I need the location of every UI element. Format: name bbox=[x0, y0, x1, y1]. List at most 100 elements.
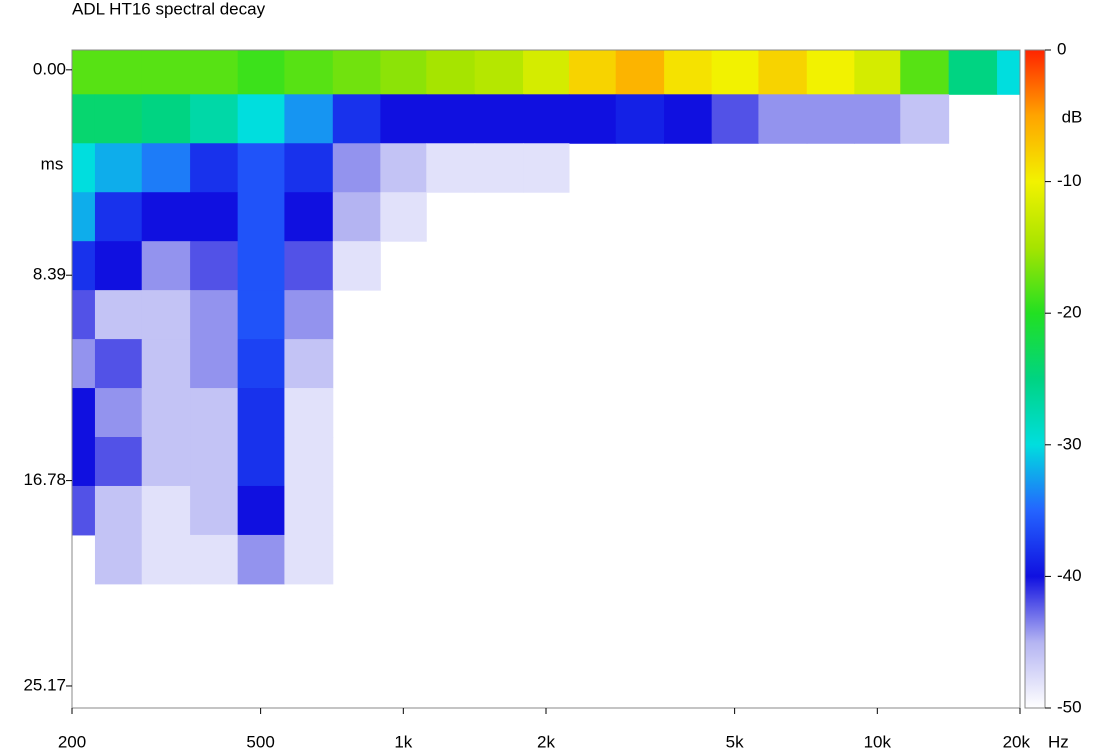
heat-cell bbox=[142, 535, 191, 584]
heat-cell bbox=[284, 143, 333, 192]
heat-cell bbox=[333, 241, 381, 290]
heat-cell bbox=[475, 94, 524, 143]
colorbar-tick-label: -40 bbox=[1057, 566, 1082, 585]
y-tick-label: 25.17 bbox=[23, 675, 66, 694]
heat-cell bbox=[95, 290, 142, 339]
heat-cell bbox=[190, 388, 238, 437]
heat-cell bbox=[238, 486, 285, 535]
heat-cell bbox=[142, 437, 191, 486]
heat-cell bbox=[142, 486, 191, 535]
heat-cell bbox=[190, 437, 238, 486]
heat-cell bbox=[569, 94, 616, 143]
heat-cell bbox=[95, 192, 142, 241]
heat-cell bbox=[997, 50, 1020, 95]
heat-cell bbox=[72, 192, 95, 241]
heat-cell bbox=[523, 143, 569, 192]
x-tick-label: 5k bbox=[726, 732, 744, 751]
heat-cell bbox=[238, 437, 285, 486]
x-axis-label: Hz bbox=[1048, 732, 1069, 751]
heat-cell bbox=[380, 50, 426, 95]
heat-cell bbox=[72, 50, 95, 95]
heat-cell bbox=[284, 50, 333, 95]
heat-cell bbox=[190, 290, 238, 339]
heat-cell bbox=[190, 339, 238, 388]
heat-cell bbox=[190, 535, 238, 584]
heat-cell bbox=[238, 94, 285, 143]
heat-cell bbox=[95, 535, 142, 584]
heat-cell bbox=[284, 192, 333, 241]
heat-cell bbox=[72, 143, 95, 192]
heat-cell bbox=[238, 388, 285, 437]
heat-cell bbox=[333, 192, 381, 241]
heat-cell bbox=[380, 94, 426, 143]
heat-cell bbox=[380, 143, 426, 192]
heat-cell bbox=[238, 143, 285, 192]
heat-cell bbox=[712, 94, 759, 143]
heat-cell bbox=[238, 50, 285, 95]
heat-cell bbox=[95, 437, 142, 486]
x-tick-label: 20k bbox=[1003, 732, 1031, 751]
heat-cell bbox=[72, 388, 95, 437]
heat-cell bbox=[523, 94, 569, 143]
heat-cell bbox=[380, 192, 426, 241]
colorbar-tick-label: -10 bbox=[1057, 171, 1082, 190]
heat-cell bbox=[238, 241, 285, 290]
x-tick-label: 500 bbox=[246, 732, 274, 751]
heat-cell bbox=[284, 486, 333, 535]
heat-cell bbox=[807, 94, 855, 143]
heat-cell bbox=[758, 94, 807, 143]
heat-cell bbox=[664, 94, 712, 143]
colorbar-tick-label: -20 bbox=[1057, 303, 1082, 322]
heat-cell bbox=[900, 94, 949, 143]
heat-cell bbox=[284, 290, 333, 339]
heat-cell bbox=[142, 339, 191, 388]
heat-cell bbox=[72, 241, 95, 290]
x-tick-label: 10k bbox=[864, 732, 892, 751]
colorbar-tick-label: -30 bbox=[1057, 434, 1082, 453]
heat-cell bbox=[333, 94, 381, 143]
heat-cell bbox=[95, 94, 142, 143]
heat-cell bbox=[142, 50, 191, 95]
x-tick-label: 200 bbox=[58, 732, 86, 751]
heat-cell bbox=[95, 339, 142, 388]
heat-cell bbox=[712, 50, 759, 95]
heat-cell bbox=[616, 50, 665, 95]
heat-cell bbox=[190, 486, 238, 535]
heat-cell bbox=[900, 50, 949, 95]
colorbar-tick-label: 0 bbox=[1057, 39, 1066, 58]
heat-cell bbox=[664, 50, 712, 95]
x-tick-label: 2k bbox=[537, 732, 555, 751]
heat-cell bbox=[190, 241, 238, 290]
heat-cell bbox=[284, 437, 333, 486]
heat-cell bbox=[190, 94, 238, 143]
heat-cell bbox=[284, 241, 333, 290]
heat-cell bbox=[72, 486, 95, 535]
y-tick-label: 16.78 bbox=[23, 470, 66, 489]
heat-cell bbox=[523, 50, 569, 95]
heat-cell bbox=[190, 143, 238, 192]
heat-cell bbox=[333, 143, 381, 192]
heat-cell bbox=[758, 50, 807, 95]
heat-cell bbox=[142, 241, 191, 290]
heat-cell bbox=[95, 143, 142, 192]
y-axis-label: ms bbox=[41, 154, 64, 173]
heat-cell bbox=[616, 94, 665, 143]
heat-cell bbox=[238, 290, 285, 339]
heat-cell bbox=[284, 388, 333, 437]
y-tick-label: 8.39 bbox=[33, 265, 66, 284]
heat-cell bbox=[854, 50, 900, 95]
heat-cell bbox=[238, 192, 285, 241]
heat-cell bbox=[854, 94, 900, 143]
heat-cell bbox=[142, 388, 191, 437]
heat-cell bbox=[475, 143, 524, 192]
colorbar-tick-label: -50 bbox=[1057, 697, 1082, 716]
heat-cell bbox=[95, 486, 142, 535]
heat-cell bbox=[142, 143, 191, 192]
heat-cell bbox=[284, 535, 333, 584]
heat-cell bbox=[426, 50, 475, 95]
x-tick-label: 1k bbox=[394, 732, 412, 751]
heat-cell bbox=[72, 339, 95, 388]
heat-cell bbox=[333, 50, 381, 95]
heat-cell bbox=[72, 290, 95, 339]
